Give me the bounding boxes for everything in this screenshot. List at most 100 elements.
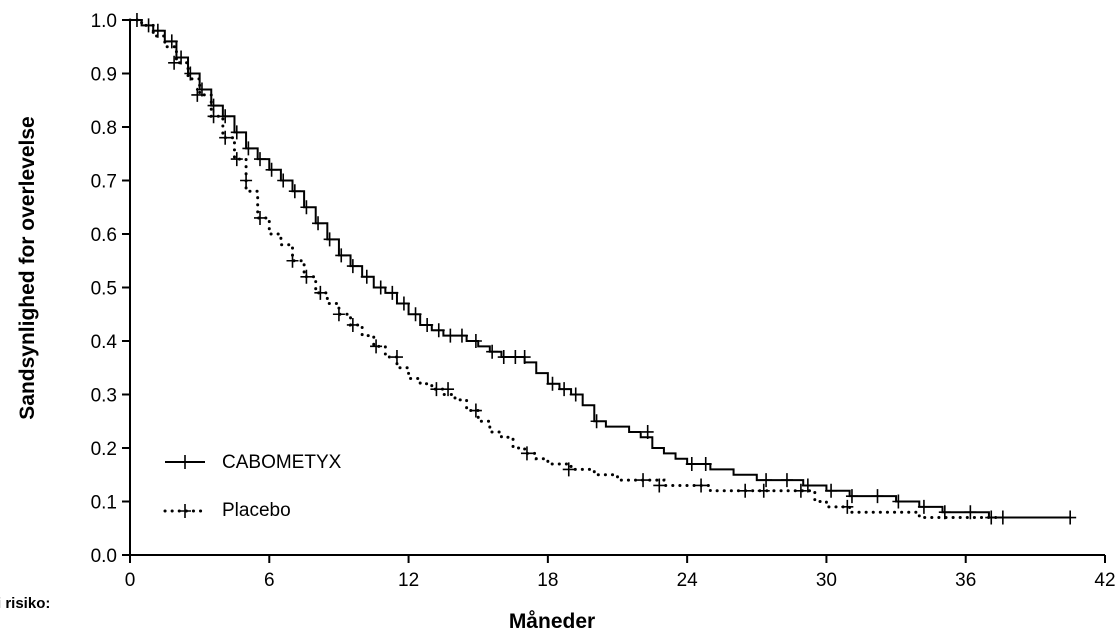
censor-mark	[312, 216, 325, 231]
censor-mark	[917, 499, 930, 514]
censor-mark	[286, 253, 299, 268]
censor-mark	[739, 483, 752, 498]
censor-mark	[518, 350, 531, 365]
x-tick-label: 30	[816, 570, 837, 591]
legend: CABOMETYX Placebo	[163, 452, 342, 521]
series-layer	[128, 13, 1077, 525]
censor-mark	[964, 505, 977, 520]
y-tick-label: 0.1	[91, 493, 117, 514]
censor-mark	[590, 414, 603, 429]
legend-censor-mark	[179, 504, 191, 518]
censor-mark	[455, 328, 468, 343]
censor-mark	[841, 499, 854, 514]
censor-mark	[184, 66, 197, 81]
censor-mark	[332, 307, 345, 322]
censor-mark	[386, 285, 399, 300]
censor-mark	[421, 317, 434, 332]
censor-mark	[346, 317, 359, 332]
censor-mark	[242, 141, 255, 156]
censor-mark	[996, 510, 1009, 525]
legend-censor-mark	[179, 455, 191, 469]
series-line-placebo	[128, 18, 1003, 520]
censor-mark	[335, 248, 348, 263]
censor-mark	[165, 34, 178, 49]
censor-mark	[191, 87, 204, 102]
y-tick-label: 0.5	[91, 279, 117, 300]
censor-mark	[825, 483, 838, 498]
censor-mark	[757, 483, 770, 498]
series-cabometyx	[130, 13, 1077, 525]
censor-mark	[444, 328, 457, 343]
censor-mark	[546, 376, 559, 391]
risk-table-label: i risiko:	[0, 595, 50, 612]
series-placebo	[128, 18, 1003, 520]
censor-mark	[230, 125, 243, 140]
censor-mark	[346, 259, 359, 274]
censor-mark	[1064, 510, 1077, 525]
censor-mark	[558, 382, 571, 397]
censor-mark	[653, 478, 666, 493]
censor-mark	[871, 489, 884, 504]
censor-mark	[300, 269, 313, 284]
censor-mark	[370, 339, 383, 354]
y-tick-label: 0.7	[91, 172, 117, 193]
y-tick-label: 0.2	[91, 439, 117, 460]
censor-mark	[469, 403, 482, 418]
legend-label-cabometyx: CABOMETYX	[222, 452, 342, 473]
x-axis-title: Måneder	[509, 610, 595, 633]
censor-mark	[219, 109, 232, 124]
x-tick-label: 0	[125, 570, 136, 591]
censor-mark	[314, 285, 327, 300]
x-tick-label: 12	[398, 570, 419, 591]
legend-label-placebo: Placebo	[222, 500, 291, 521]
y-tick-label: 0.4	[91, 332, 118, 353]
censor-mark	[323, 232, 336, 247]
censor-mark	[432, 323, 445, 338]
censor-mark	[695, 478, 708, 493]
censor-mark	[794, 483, 807, 498]
censor-mark	[845, 489, 858, 504]
censor-mark	[685, 457, 698, 472]
y-tick-label: 1.0	[91, 11, 117, 32]
x-tick-label: 36	[955, 570, 976, 591]
censor-mark	[562, 462, 575, 477]
censor-mark	[265, 162, 278, 177]
censor-mark	[168, 55, 181, 70]
censor-mark	[699, 457, 712, 472]
x-tick-label: 24	[677, 570, 699, 591]
series-line-cabometyx	[130, 19, 1071, 519]
censor-mark	[637, 473, 650, 488]
y-tick-label: 0.9	[91, 65, 117, 86]
censor-mark	[520, 446, 533, 461]
censor-mark	[360, 269, 373, 284]
censor-mark	[892, 494, 905, 509]
censor-mark	[207, 109, 220, 124]
y-tick-label: 0.6	[91, 225, 117, 246]
censor-mark	[230, 152, 243, 167]
censor-mark	[430, 382, 443, 397]
censor-mark	[240, 173, 253, 188]
censor-mark	[442, 382, 455, 397]
censor-mark	[409, 307, 422, 322]
legend-item-cabometyx: CABOMETYX	[165, 452, 342, 473]
y-ticks: 0.0 0.1 0.2 0.3 0.4 0.5 0.6 0.7 0.8 0.9 1.0	[91, 11, 130, 567]
y-axis-title: Sandsynlighed for overlevelse	[16, 116, 39, 419]
censor-mark	[254, 210, 266, 225]
y-tick-label: 0.3	[91, 386, 117, 407]
censor-mark	[641, 424, 654, 439]
legend-item-placebo: Placebo	[163, 500, 291, 521]
censor-mark	[497, 350, 510, 365]
censor-mark	[397, 296, 410, 311]
censor-mark	[390, 350, 403, 365]
x-tick-label: 42	[1094, 570, 1115, 591]
censor-mark	[801, 478, 814, 493]
censor-mark	[760, 473, 773, 488]
censor-mark	[374, 280, 387, 295]
censor-mark	[486, 344, 499, 359]
censor-mark	[254, 152, 266, 167]
axes	[129, 20, 1105, 556]
censor-mark	[569, 387, 582, 402]
censor-mark	[277, 173, 290, 188]
y-tick-label: 0.0	[91, 546, 117, 567]
